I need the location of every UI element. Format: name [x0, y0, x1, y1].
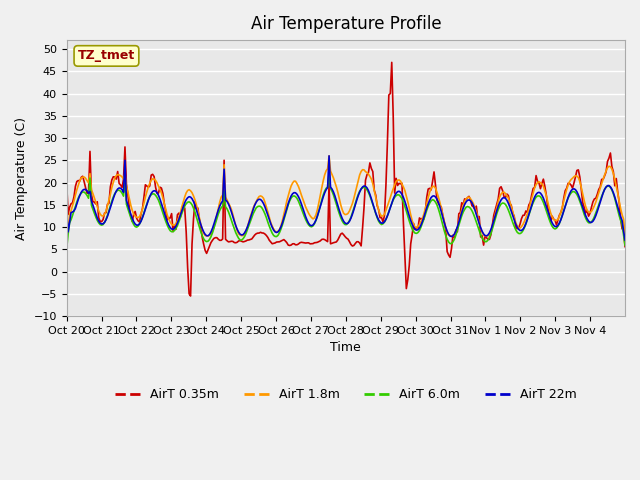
AirT 6.0m — [545, 216, 553, 222]
AirT 0.35m — [547, 218, 554, 224]
AirT 6.0m — [82, 191, 90, 196]
AirT 22m — [63, 209, 70, 215]
AirT 6.0m — [325, 171, 333, 177]
AirT 1.8m — [82, 175, 90, 181]
AirT 1.8m — [203, 233, 211, 239]
AirT 1.8m — [353, 184, 360, 190]
AirT 6.0m — [351, 201, 359, 206]
AirT 22m — [618, 218, 626, 224]
X-axis label: Time: Time — [330, 341, 361, 354]
Line: AirT 6.0m: AirT 6.0m — [67, 174, 625, 249]
AirT 0.35m — [63, 180, 70, 185]
AirT 6.0m — [621, 242, 629, 248]
AirT 6.0m — [99, 222, 107, 228]
Title: Air Temperature Profile: Air Temperature Profile — [250, 15, 441, 33]
Text: TZ_tmet: TZ_tmet — [78, 49, 135, 62]
AirT 1.8m — [63, 228, 70, 234]
AirT 0.35m — [620, 227, 627, 233]
AirT 1.8m — [621, 231, 629, 237]
Y-axis label: Air Temperature (C): Air Temperature (C) — [15, 117, 28, 240]
AirT 1.8m — [325, 153, 333, 159]
AirT 1.8m — [620, 216, 627, 222]
AirT 0.35m — [187, 293, 195, 299]
AirT 22m — [325, 153, 333, 159]
AirT 0.35m — [388, 60, 396, 65]
AirT 0.35m — [621, 244, 629, 250]
AirT 0.35m — [351, 240, 359, 246]
AirT 22m — [462, 199, 470, 205]
AirT 22m — [545, 213, 553, 218]
AirT 1.8m — [464, 195, 472, 201]
AirT 0.35m — [99, 216, 107, 222]
AirT 22m — [621, 237, 629, 243]
AirT 6.0m — [618, 222, 626, 228]
AirT 6.0m — [462, 204, 470, 210]
AirT 6.0m — [63, 246, 70, 252]
Line: AirT 22m: AirT 22m — [67, 156, 625, 240]
AirT 22m — [82, 187, 90, 192]
AirT 0.35m — [464, 195, 472, 201]
AirT 0.35m — [82, 185, 90, 191]
Line: AirT 0.35m: AirT 0.35m — [67, 62, 625, 296]
AirT 22m — [351, 202, 359, 208]
AirT 1.8m — [99, 213, 107, 219]
Line: AirT 1.8m: AirT 1.8m — [67, 156, 625, 236]
Legend: AirT 0.35m, AirT 1.8m, AirT 6.0m, AirT 22m: AirT 0.35m, AirT 1.8m, AirT 6.0m, AirT 2… — [109, 383, 582, 406]
AirT 22m — [99, 221, 107, 227]
AirT 1.8m — [547, 210, 554, 216]
